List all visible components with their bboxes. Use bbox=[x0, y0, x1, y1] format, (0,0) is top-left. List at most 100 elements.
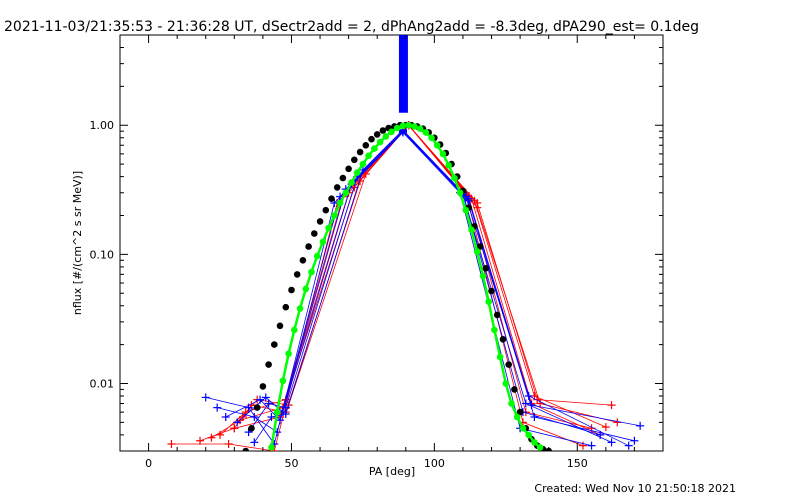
green-dot bbox=[485, 298, 493, 306]
green-dot bbox=[273, 408, 281, 416]
blue-point bbox=[267, 413, 276, 422]
black-dot bbox=[322, 206, 330, 214]
green-dot bbox=[388, 128, 395, 136]
black-dot bbox=[328, 195, 335, 202]
green-dot bbox=[428, 134, 435, 142]
black-dot bbox=[499, 336, 507, 343]
green-dot bbox=[296, 305, 304, 312]
red-point bbox=[607, 401, 616, 410]
green-dot bbox=[445, 162, 453, 169]
x-axis-label: PA [deg] bbox=[369, 465, 415, 478]
green-dot bbox=[508, 400, 515, 407]
blue-point bbox=[607, 438, 616, 447]
green-dot bbox=[365, 152, 372, 160]
green-dot bbox=[336, 199, 344, 207]
green-dot bbox=[433, 142, 441, 149]
green-dot bbox=[319, 238, 327, 246]
red-point bbox=[230, 424, 239, 433]
blue-point bbox=[201, 393, 210, 402]
blue-point bbox=[624, 441, 633, 450]
y-tick-label: 0.10 bbox=[90, 248, 115, 261]
green-dot bbox=[496, 353, 504, 361]
green-dot bbox=[279, 377, 287, 385]
plot-area: 0 50 100 150 0.01 0.10 1.00 bbox=[90, 34, 664, 470]
black-dot bbox=[316, 218, 324, 225]
black-dot bbox=[271, 341, 278, 348]
axes: 0 50 100 150 0.01 0.10 1.00 bbox=[90, 34, 664, 470]
green-dot bbox=[525, 431, 532, 439]
y-axis-label: nflux [#/(cm^2 s sr MeV)] bbox=[71, 171, 84, 315]
green-dot bbox=[331, 212, 338, 219]
black-dot bbox=[305, 243, 312, 250]
black-dot bbox=[288, 286, 295, 294]
blue-point bbox=[281, 410, 290, 419]
chart-title: 2021-11-03/21:35:53 - 21:36:28 UT, dSect… bbox=[4, 19, 699, 35]
green-dot bbox=[422, 129, 430, 136]
black-dot bbox=[351, 156, 358, 164]
green-dot bbox=[491, 326, 498, 334]
green-dot bbox=[291, 326, 298, 334]
green-dot bbox=[342, 189, 350, 197]
x-tick-label: 50 bbox=[284, 457, 298, 470]
created-timestamp: Created: Wed Nov 10 21:50:18 2021 bbox=[534, 482, 736, 495]
green-dot bbox=[393, 124, 401, 132]
red-point bbox=[536, 399, 545, 408]
black-dot bbox=[482, 265, 490, 272]
red-line-1 bbox=[199, 124, 592, 442]
green-dot bbox=[399, 122, 407, 130]
blue-line-2 bbox=[225, 130, 612, 443]
green-dot bbox=[405, 121, 412, 129]
blue-line-3 bbox=[236, 130, 629, 447]
blue-point bbox=[250, 438, 259, 447]
black-dot bbox=[373, 131, 381, 138]
blue-point bbox=[464, 196, 473, 205]
black-dot bbox=[333, 184, 341, 191]
green-dot bbox=[513, 413, 521, 421]
blue-point bbox=[530, 413, 539, 422]
black-dot bbox=[242, 447, 249, 451]
red-point bbox=[578, 441, 587, 450]
green-dot bbox=[302, 285, 310, 293]
y-tick-label: 1.00 bbox=[90, 119, 115, 132]
green-dot bbox=[268, 444, 275, 451]
series-group bbox=[167, 35, 645, 451]
blue-point bbox=[250, 413, 259, 422]
x-tick-label: 150 bbox=[567, 457, 588, 470]
green-dot bbox=[348, 179, 355, 186]
data-layer bbox=[167, 35, 645, 451]
green-dot bbox=[439, 150, 447, 158]
blue-point bbox=[264, 399, 273, 408]
red-point bbox=[601, 423, 610, 432]
black-dot bbox=[368, 135, 375, 143]
blue-point bbox=[221, 413, 230, 422]
red-point bbox=[224, 439, 233, 448]
green-dot bbox=[371, 145, 378, 152]
green-dot bbox=[531, 439, 538, 446]
blue-point bbox=[261, 393, 270, 402]
green-dot bbox=[456, 189, 464, 197]
blue-bar bbox=[398, 35, 408, 113]
green-dot bbox=[411, 123, 418, 130]
black-dot bbox=[516, 408, 524, 416]
black-dot bbox=[259, 383, 267, 390]
green-dot bbox=[468, 226, 475, 234]
x-tick-label: 0 bbox=[145, 457, 152, 470]
blue-point bbox=[630, 436, 639, 445]
blue-point bbox=[233, 418, 242, 427]
green-dot bbox=[519, 425, 527, 432]
green-curve bbox=[270, 123, 541, 449]
black-dot bbox=[248, 425, 255, 432]
blue-line-1 bbox=[217, 131, 601, 436]
green-dot bbox=[502, 380, 510, 387]
red-point bbox=[167, 439, 176, 448]
blue-point bbox=[636, 421, 645, 430]
black-dot bbox=[339, 174, 347, 182]
red-line-2 bbox=[211, 124, 601, 439]
black-dot bbox=[282, 303, 290, 311]
black-dot bbox=[379, 127, 387, 134]
black-dot bbox=[253, 404, 261, 411]
green-dot bbox=[325, 224, 332, 232]
black-dot bbox=[293, 271, 301, 278]
black-dot bbox=[488, 287, 495, 295]
